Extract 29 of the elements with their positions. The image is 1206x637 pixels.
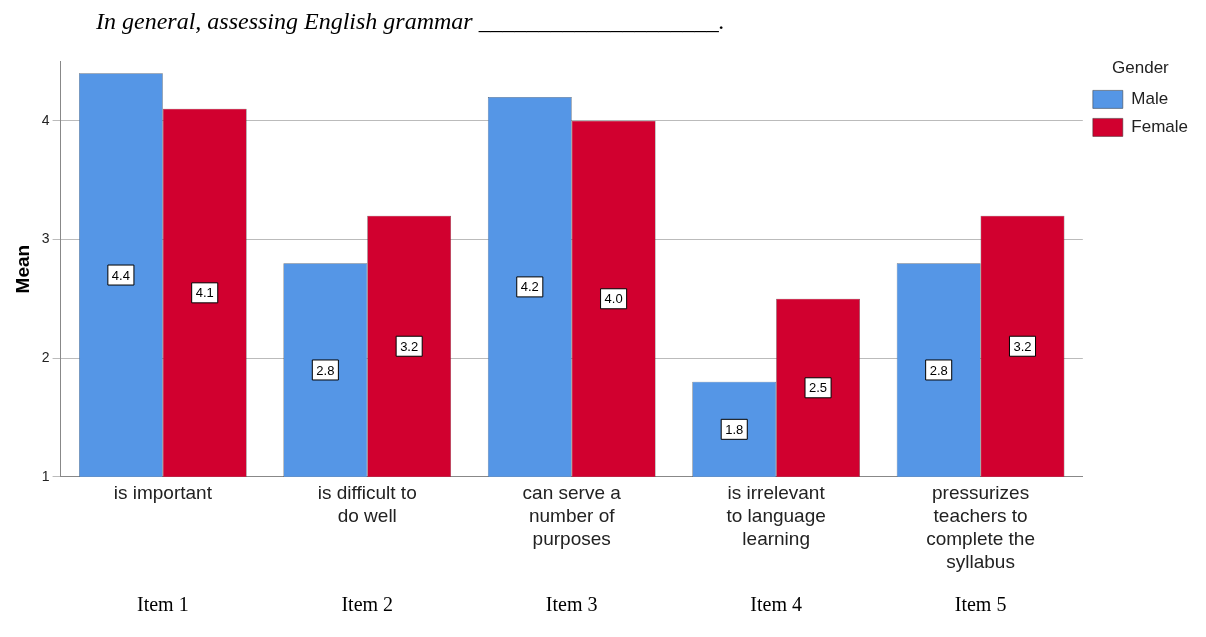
text: Item 1: [136, 593, 189, 616]
data-label: 2.5: [809, 380, 828, 396]
y-tick-label: 3: [41, 230, 50, 247]
chart-title: In general, assessing English grammar ____________________.: [95, 8, 726, 36]
y-tick-label: 4: [41, 111, 50, 128]
data-label: 3.2: [400, 338, 419, 354]
legend-title: Gender: [1112, 58, 1170, 78]
text: Item 5: [954, 593, 1007, 616]
text: Item 2: [341, 593, 394, 616]
y-tick-label: 1: [41, 467, 50, 484]
data-label: 4.2: [520, 279, 539, 295]
data-label: 2.8: [929, 362, 948, 378]
x-tick-label: is difficult to do well: [317, 482, 417, 527]
legend-label: Male: [1131, 89, 1169, 109]
data-label: 4.4: [111, 267, 130, 283]
text: Item 3: [545, 593, 598, 616]
data-label: 4.0: [604, 291, 623, 307]
x-tick-label: is irrelevant to language learning: [726, 482, 826, 550]
legend-label: Female: [1131, 117, 1188, 137]
data-label: 2.8: [316, 362, 335, 378]
data-label: 4.1: [195, 285, 214, 301]
data-label: 1.8: [725, 421, 744, 437]
y-axis-title: Mean: [11, 244, 33, 294]
x-tick-label: pressurizes teachers to complete the syllabus: [926, 482, 1035, 572]
data-label: 3.2: [1013, 338, 1032, 354]
text: Item 4: [750, 593, 802, 616]
y-tick-label: 2: [41, 348, 50, 365]
x-tick-label: is important: [113, 482, 213, 504]
x-tick-label: can serve a number of purposes: [522, 482, 622, 550]
